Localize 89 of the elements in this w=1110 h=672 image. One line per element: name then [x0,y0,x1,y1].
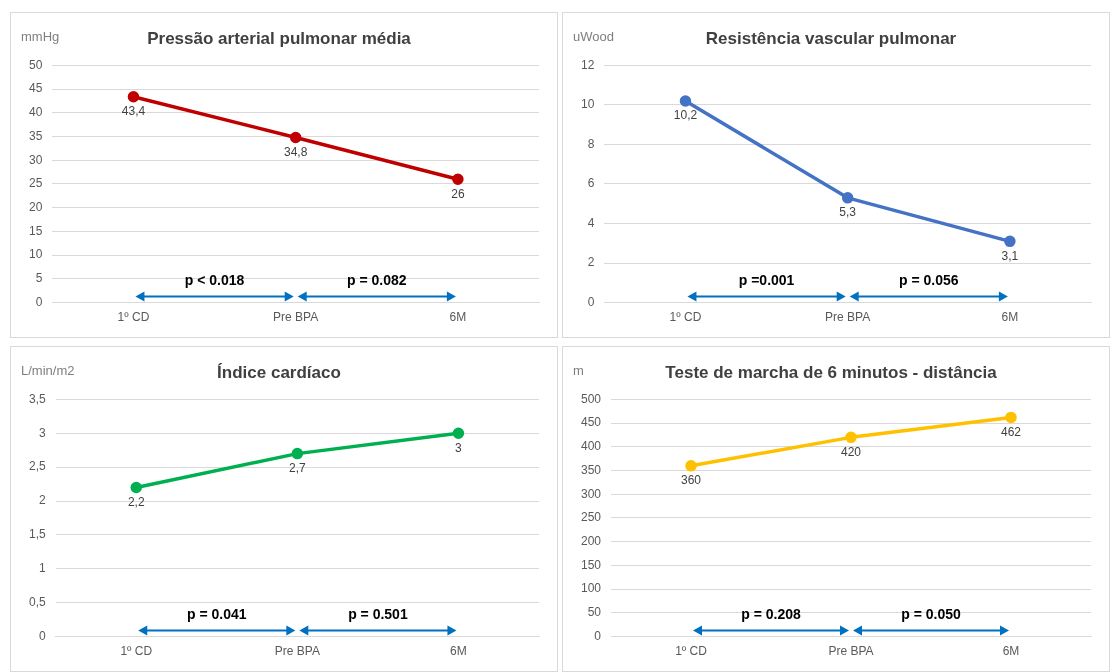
x-tick-label: Pre BPA [825,310,871,325]
x-tick-label: Pre BPA [274,644,320,659]
y-tick-label: 400 [580,439,602,454]
y-tick-label: 10 [580,97,595,112]
x-tick-label: 6M [450,644,467,659]
chart-title: Teste de marcha de 6 minutos - distância [665,362,998,382]
point [289,131,302,144]
point [291,447,304,460]
y-tick-label: 250 [580,510,602,525]
y-tick-label: 350 [580,462,602,477]
annotation: p = 0.056 [899,272,959,289]
y-tick-label: 10 [28,247,43,262]
point [1005,411,1017,424]
x-tick-label: 1º CD [669,310,702,325]
y-tick-label: 200 [580,534,602,549]
y-tick-label: 500 [580,391,602,406]
y-tick-label: 100 [580,581,602,596]
x-tick-label: 1º CD [120,644,153,659]
data-label: 34,8 [283,144,308,159]
x-tick-label: 1º CD [675,644,708,659]
data-label: 26 [451,186,465,201]
point [452,427,465,440]
y-axis-title: mmHg [21,28,60,44]
y-tick-label: 0 [587,294,595,309]
x-tick-label: 6M [449,310,467,325]
y-tick-label: 450 [580,415,602,430]
y-tick-label: 50 [587,605,602,620]
y-axis-title: L/min/m2 [21,362,75,378]
data-label: 360 [681,473,702,488]
y-tick-label: 0 [38,628,46,643]
y-tick-label: 0 [35,294,43,309]
data-label: 2,7 [289,460,306,475]
y-axis-title: uWood [573,28,614,44]
chart-title: Pressão arterial pulmonar média [147,28,412,48]
y-tick-label: 2 [38,493,46,508]
data-label: 43,4 [121,104,146,119]
y-tick-label: 4 [587,215,595,230]
y-tick-label: 30 [28,152,43,167]
y-tick-label: 15 [28,223,43,238]
point [452,173,464,186]
annotation: p = 0.050 [901,606,961,623]
point [845,431,857,444]
point [1004,235,1016,248]
point [679,95,692,107]
data-label: 3 [455,440,463,455]
x-tick-label: 6M [1001,310,1019,325]
y-tick-label: 50 [28,57,43,72]
data-label: 3,1 [1001,248,1019,263]
point [685,460,697,472]
annotation: p =0.001 [738,272,795,289]
y-tick-label: 5 [35,271,43,286]
data-label: 10,2 [673,108,698,123]
y-tick-label: 12 [580,57,595,72]
point [130,481,142,494]
x-tick-label: Pre BPA [828,644,874,659]
data-label: 462 [1000,424,1022,439]
chart-title: Índice cardíaco [217,362,341,382]
annotation: p = 0.041 [187,606,247,623]
y-tick-label: 35 [28,128,43,143]
y-tick-label: 1,5 [28,527,46,542]
x-tick-label: 1º CD [117,310,150,325]
y-tick-label: 45 [28,81,43,96]
y-tick-label: 25 [28,176,43,191]
annotation: p = 0.501 [348,606,408,623]
annotation: p = 0.082 [347,272,407,289]
point [127,90,140,103]
point [841,192,854,204]
chart-title: Resistência vascular pulmonar [705,28,957,48]
data-label: 2,2 [127,494,145,509]
data-label: 420 [841,444,862,459]
y-tick-label: 0,5 [28,595,46,610]
y-tick-label: 3 [38,425,46,440]
y-tick-label: 40 [28,105,43,120]
y-tick-label: 0 [594,628,602,643]
y-tick-label: 8 [587,136,595,151]
y-tick-label: 300 [580,486,602,501]
y-tick-label: 20 [28,200,43,215]
y-tick-label: 6 [587,176,595,191]
data-label: 5,3 [839,205,857,220]
x-tick-label: Pre BPA [273,310,319,325]
y-tick-label: 3,5 [28,391,46,406]
annotation: p = 0.208 [741,606,801,623]
x-tick-label: 6M [1002,644,1020,659]
y-tick-label: 150 [580,557,602,572]
y-axis-title: m [573,362,584,378]
y-tick-label: 2 [587,255,595,270]
y-tick-label: 2,5 [28,459,46,474]
annotation: p < 0.018 [184,272,245,289]
y-tick-label: 1 [38,561,46,576]
